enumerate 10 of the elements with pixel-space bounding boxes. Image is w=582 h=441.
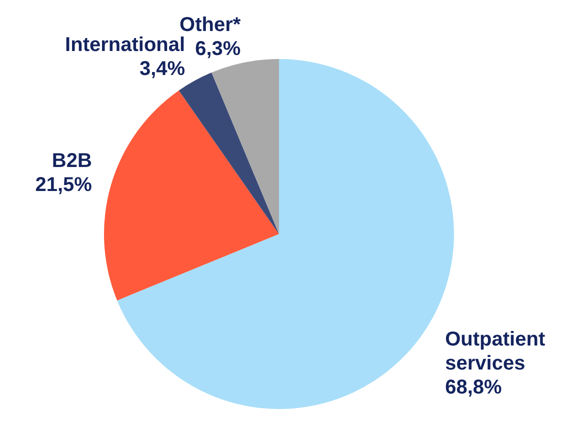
slice-label: Outpatient services — [445, 328, 546, 374]
data-label: 6,3% — [195, 38, 241, 60]
data-label: 3,4% — [139, 58, 186, 80]
pie-slice — [212, 59, 279, 234]
data-label: 68,8% — [445, 376, 502, 398]
pie-slice — [104, 90, 279, 300]
slice-label: B2B — [52, 150, 92, 172]
data-label: 21,5% — [35, 174, 92, 196]
slice-label: International — [65, 34, 186, 56]
slice-label: Other* — [180, 14, 241, 36]
